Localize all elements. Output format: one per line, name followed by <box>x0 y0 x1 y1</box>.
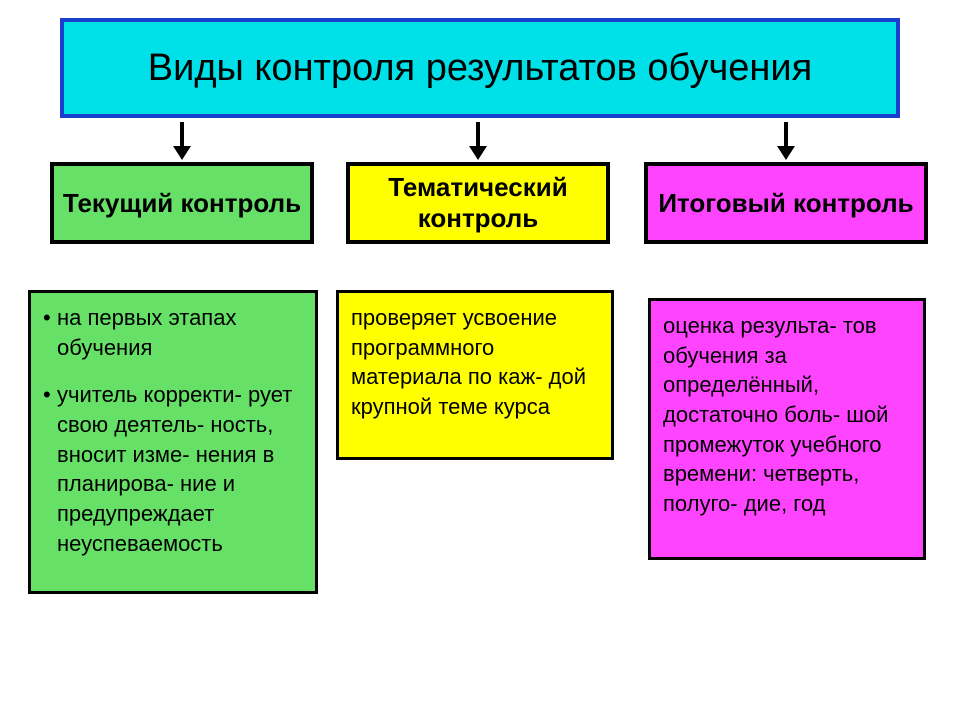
diagram-title-text: Виды контроля результатов обучения <box>148 47 812 90</box>
description-text: оценка результа- тов обучения за определ… <box>663 313 888 516</box>
category-label: Текущий контроль <box>63 188 301 219</box>
category-label: Итоговый контроль <box>658 188 913 219</box>
description-item: на первых этапах обучения <box>43 303 303 362</box>
arrow-line <box>784 122 788 148</box>
arrow-head-icon <box>777 146 795 160</box>
arrow-head-icon <box>173 146 191 160</box>
diagram-title: Виды контроля результатов обучения <box>60 18 900 118</box>
arrow-line <box>476 122 480 148</box>
description-box-current: на первых этапах обучения учитель коррек… <box>28 290 318 594</box>
category-box-final: Итоговый контроль <box>644 162 928 244</box>
category-box-current: Текущий контроль <box>50 162 314 244</box>
description-box-thematic: проверяет усвоение программного материал… <box>336 290 614 460</box>
arrow-head-icon <box>469 146 487 160</box>
arrow-line <box>180 122 184 148</box>
description-item: учитель корректи- рует свою деятель- нос… <box>43 380 303 558</box>
description-text: проверяет усвоение программного материал… <box>351 305 586 419</box>
category-label: Тематический контроль <box>350 172 606 234</box>
description-list: на первых этапах обучения учитель коррек… <box>43 303 303 559</box>
description-box-final: оценка результа- тов обучения за определ… <box>648 298 926 560</box>
category-box-thematic: Тематический контроль <box>346 162 610 244</box>
